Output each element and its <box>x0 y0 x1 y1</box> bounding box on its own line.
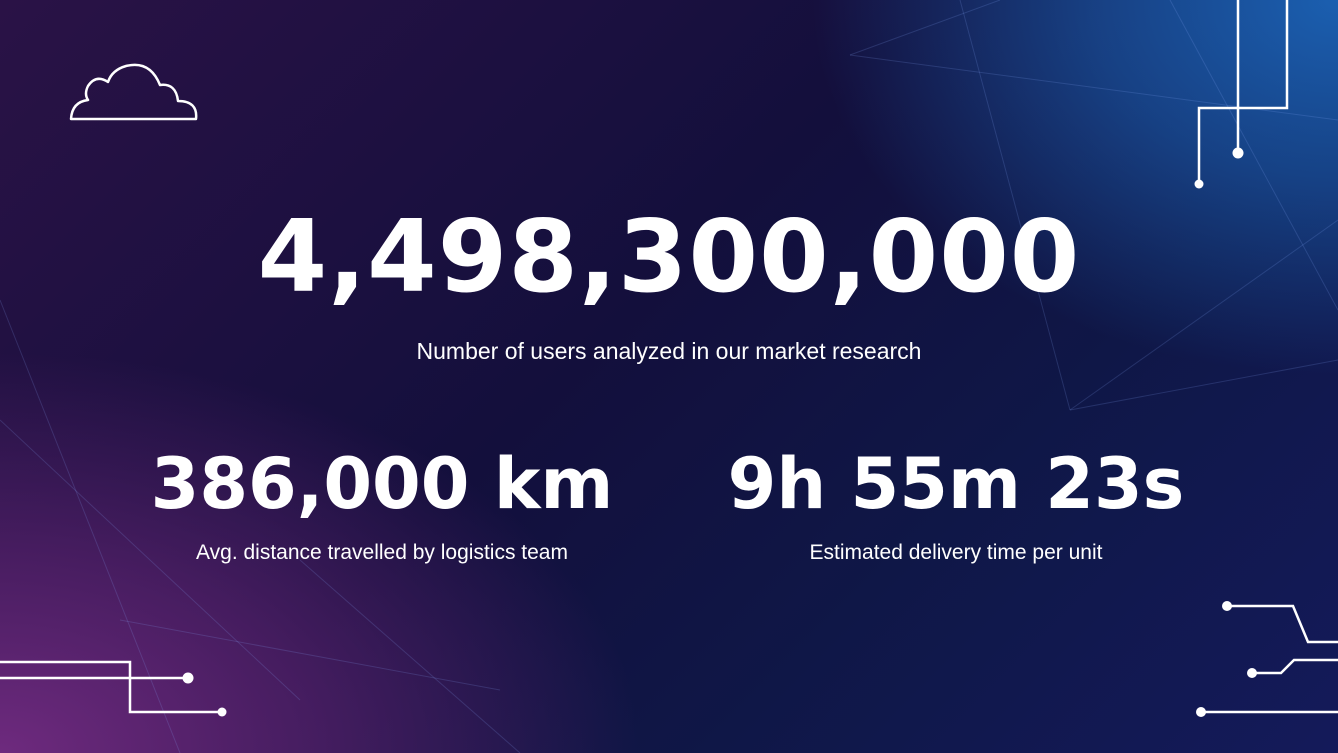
distance-stat-label: Avg. distance travelled by logistics tea… <box>196 541 568 564</box>
cloud-icon <box>69 63 198 121</box>
circuit-bottom-left <box>0 660 222 714</box>
circuit-bottom-right <box>1201 604 1338 714</box>
main-stat-value: 4,498,300,000 <box>257 198 1081 315</box>
circuit-top-right <box>1197 0 1289 184</box>
main-stat-label: Number of users analyzed in our market r… <box>416 338 922 364</box>
delivery-time-stat-label: Estimated delivery time per unit <box>809 541 1103 564</box>
distance-stat-value: 386,000 km <box>150 443 614 525</box>
delivery-time-stat-value: 9h 55m 23s <box>727 443 1185 525</box>
